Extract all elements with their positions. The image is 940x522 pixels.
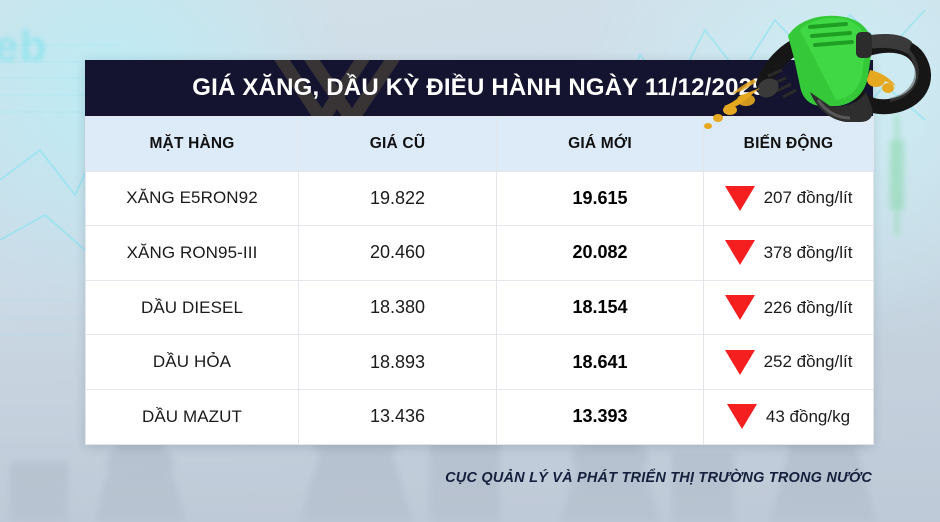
change-inner: 226 đồng/lít bbox=[710, 295, 867, 321]
cell-item: XĂNG E5RON92 bbox=[85, 170, 299, 227]
price-card: GIÁ XĂNG, DẦU KỲ ĐIỀU HÀNH NGÀY 11/12/20… bbox=[85, 60, 874, 445]
column-header-old: GIÁ CŨ bbox=[298, 116, 497, 172]
change-inner: 43 đồng/kg bbox=[710, 404, 867, 430]
cell-item: XĂNG RON95-III bbox=[85, 225, 299, 281]
table-header-row: MẶT HÀNG GIÁ CŨ GIÁ MỚI BIẾN ĐỘNG bbox=[85, 116, 874, 172]
cell-old-price: 20.460 bbox=[298, 225, 497, 281]
arrow-down-icon bbox=[724, 240, 755, 266]
change-value: 252 đồng/lít bbox=[763, 352, 853, 372]
change-value: 207 đồng/lít bbox=[763, 188, 853, 208]
arrow-down-icon bbox=[724, 295, 755, 321]
table-row: DẦU MAZUT 13.436 13.393 43 đồng/kg bbox=[85, 388, 874, 445]
cell-old-price: 13.436 bbox=[298, 388, 497, 445]
cell-change: 43 đồng/kg bbox=[703, 388, 874, 445]
table-row: XĂNG E5RON92 19.822 19.615 207 đồng/lít bbox=[85, 170, 874, 227]
cell-item: DẦU MAZUT bbox=[85, 388, 299, 445]
cell-old-price: 19.822 bbox=[298, 170, 497, 227]
cell-change: 207 đồng/lít bbox=[703, 170, 874, 227]
cell-old-price: 18.893 bbox=[298, 334, 497, 390]
cell-new-price: 18.154 bbox=[496, 279, 704, 336]
arrow-down-icon bbox=[726, 404, 757, 430]
cell-change: 226 đồng/lít bbox=[703, 279, 874, 336]
column-header-item: MẶT HÀNG bbox=[85, 116, 299, 172]
card-title-bar: GIÁ XĂNG, DẦU KỲ ĐIỀU HÀNH NGÀY 11/12/20… bbox=[85, 60, 873, 116]
cell-old-price: 18.380 bbox=[298, 279, 497, 336]
page-title: GIÁ XĂNG, DẦU KỲ ĐIỀU HÀNH NGÀY 11/12/20… bbox=[192, 74, 766, 101]
table-row: DẦU HỎA 18.893 18.641 252 đồng/lít bbox=[85, 334, 874, 390]
table-row: DẦU DIESEL 18.380 18.154 226 đồng/lít bbox=[85, 279, 874, 336]
cell-new-price: 20.082 bbox=[496, 225, 704, 281]
change-inner: 252 đồng/lít bbox=[710, 349, 867, 375]
chevron-watermark-icon bbox=[274, 60, 400, 116]
cell-new-price: 19.615 bbox=[496, 170, 704, 227]
table-row: XĂNG RON95-III 20.460 20.082 378 đồng/lít bbox=[85, 225, 874, 281]
fuel-price-table: MẶT HÀNG GIÁ CŨ GIÁ MỚI BIẾN ĐỘNG XĂNG E… bbox=[85, 116, 874, 445]
arrow-down-icon bbox=[724, 185, 755, 211]
cell-item: DẦU HỎA bbox=[85, 334, 299, 390]
table-body: XĂNG E5RON92 19.822 19.615 207 đồng/lít XĂNG… bbox=[85, 170, 874, 445]
cell-change: 378 đồng/lít bbox=[703, 225, 874, 281]
cell-item: DẦU DIESEL bbox=[85, 279, 299, 336]
cell-new-price: 13.393 bbox=[496, 388, 704, 445]
change-value: 43 đồng/kg bbox=[765, 406, 851, 426]
change-inner: 378 đồng/lít bbox=[710, 240, 867, 266]
column-header-change: BIẾN ĐỘNG bbox=[703, 116, 874, 172]
cell-new-price: 18.641 bbox=[496, 334, 704, 390]
background-watermark-text: eb bbox=[0, 22, 48, 71]
change-inner: 207 đồng/lít bbox=[710, 185, 867, 211]
column-header-new: GIÁ MỚI bbox=[496, 116, 704, 172]
cell-change: 252 đồng/lít bbox=[703, 334, 874, 390]
footer-attribution: CỤC QUẢN LÝ VÀ PHÁT TRIỂN THỊ TRƯỜNG TRO… bbox=[445, 470, 872, 486]
change-value: 378 đồng/lít bbox=[763, 242, 853, 262]
arrow-down-icon bbox=[724, 349, 755, 375]
change-value: 226 đồng/lít bbox=[763, 297, 853, 317]
